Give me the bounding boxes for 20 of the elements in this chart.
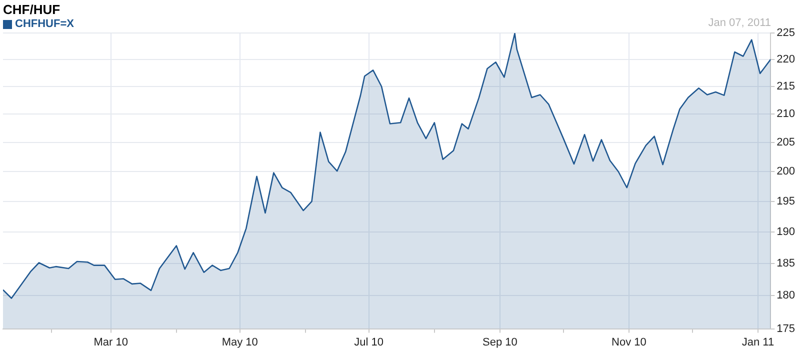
y-tick-label: 185: [776, 257, 796, 270]
y-tick-label: 190: [776, 226, 796, 238]
y-tick-label: 200: [776, 166, 796, 178]
x-tick-label: Jan 11: [742, 336, 774, 348]
x-tick-label: Mar 10: [94, 336, 128, 348]
y-tick-label: 210: [776, 108, 796, 120]
x-tick-label: Nov 10: [612, 336, 646, 348]
y-tick-label: 175: [776, 322, 796, 335]
legend-label: CHFHUF=X: [15, 18, 74, 30]
y-tick-label: 215: [776, 80, 796, 93]
y-tick-label: 225: [776, 27, 796, 40]
x-tick-label: Sep 10: [482, 336, 518, 348]
chart-title: CHF/HUF: [3, 2, 60, 17]
y-tick-label: 195: [776, 195, 796, 208]
y-tick-label: 180: [776, 290, 796, 302]
text: Jan 07, 2011: [708, 17, 771, 29]
x-tick-label: May 10: [222, 336, 258, 348]
y-tick-label: 205: [776, 136, 796, 149]
y-tick-label: 220: [776, 53, 796, 66]
x-tick-label: Jul 10: [354, 336, 384, 348]
